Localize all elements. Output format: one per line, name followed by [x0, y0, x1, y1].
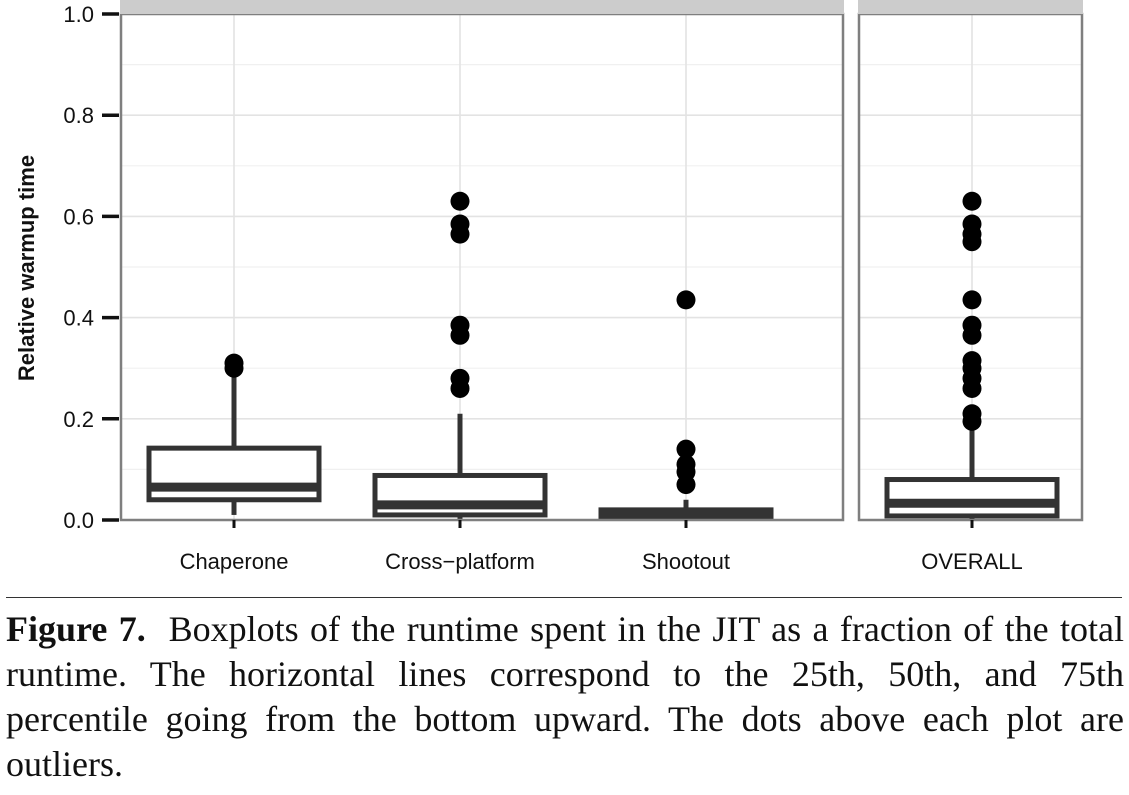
outlier-point	[962, 191, 982, 211]
outlier-point	[962, 404, 982, 424]
outlier-point	[450, 191, 470, 211]
caption-text: Boxplots of the runtime spent in the JIT…	[6, 609, 1125, 784]
boxplot-chart: Chaperone Cross−platform Shootout OVERALL 0.…	[14, 0, 1084, 574]
outlier-point	[962, 290, 982, 310]
y-tick-label: 0.8	[63, 103, 94, 128]
y-tick-label: 0.2	[63, 407, 94, 432]
x-tick-label: Chaperone	[180, 549, 289, 574]
y-tick-label: 0.4	[63, 306, 94, 331]
x-tick-label: Cross−platform	[385, 549, 535, 574]
boxplot-chaperone	[146, 353, 322, 515]
outlier-point	[224, 353, 244, 373]
facet-strip	[858, 0, 1083, 14]
outlier-point	[450, 315, 470, 335]
boxplot-shootout	[598, 290, 774, 520]
boxplot-cross-platform	[372, 191, 548, 520]
caption-divider	[6, 597, 1122, 598]
outlier-point	[962, 214, 982, 234]
outlier-point	[676, 290, 696, 310]
outlier-point	[962, 315, 982, 335]
x-tick-label: Shootout	[642, 549, 730, 574]
caption-label: Figure 7.	[6, 609, 146, 649]
boxplot-figure: Chaperone Cross−platform Shootout OVERALL 0.…	[14, 0, 1084, 574]
outlier-point	[450, 368, 470, 388]
y-axis-title: Relative warmup time	[14, 155, 39, 381]
box-iqr	[146, 445, 322, 503]
x-tick-label: OVERALL	[921, 549, 1023, 574]
y-tick-label: 0.0	[63, 508, 94, 533]
outlier-point	[962, 351, 982, 371]
boxplot-overall	[884, 191, 1060, 520]
box-iqr	[884, 477, 1060, 519]
outlier-point	[676, 454, 696, 474]
figure-caption: Figure 7. Boxplots of the runtime spent …	[6, 607, 1124, 787]
facet-strip	[120, 0, 844, 14]
outlier-point	[450, 214, 470, 234]
outlier-point	[676, 439, 696, 459]
y-tick-label: 0.6	[63, 204, 94, 229]
y-tick-label: 1.0	[63, 2, 94, 27]
